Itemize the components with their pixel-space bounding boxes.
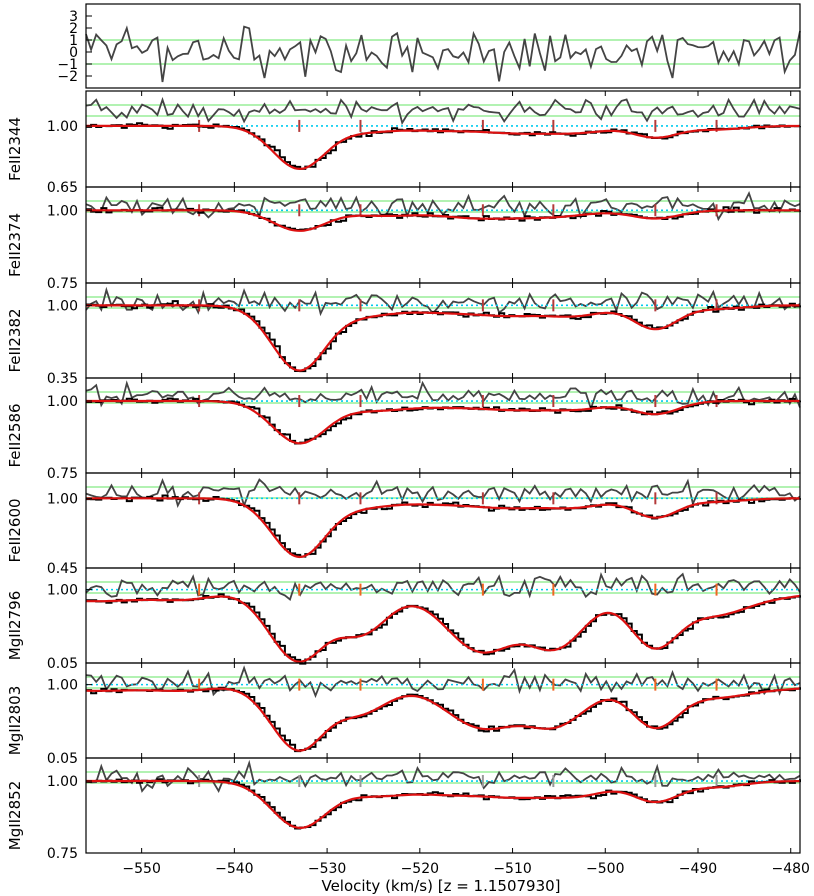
residual-y-tick-label: 1 <box>69 33 78 49</box>
model-fit <box>86 209 800 232</box>
observed-spectrum <box>86 300 801 373</box>
panel-y-tick-label: 1.00 <box>47 583 78 599</box>
panel-residual-series <box>85 665 801 699</box>
panel-FeII2586: 1.00 0.75 FeII2586 <box>6 377 801 482</box>
panel-label: FeII2586 <box>6 403 24 467</box>
panel-residual-series <box>85 96 801 126</box>
panel-FeII2374: 1.00 0.75 FeII2374 <box>6 186 801 292</box>
panel-residual-series <box>85 759 801 794</box>
panel-residual-series <box>85 286 801 317</box>
panel-y-tick-label: 0.05 <box>47 751 78 767</box>
model-fit <box>85 594 801 663</box>
x-tick-label: −490 <box>679 861 717 877</box>
panel-MgII2803: 1.00 0.05 MgII2803 <box>6 662 801 767</box>
x-tick-label: −550 <box>122 861 160 877</box>
panel-y-tick-label: 0.75 <box>47 466 78 482</box>
observed-spectrum <box>86 593 801 665</box>
panel-y-tick-label: 1.00 <box>47 774 78 790</box>
residual-series <box>85 25 801 83</box>
model-fit <box>86 124 801 171</box>
residual-y-tick-label: −2 <box>57 69 78 85</box>
residual-frame <box>85 3 801 89</box>
x-tick-label: −480 <box>772 861 810 877</box>
x-axis: Velocity (km/s) [z = 1.1507930] −550 −540… <box>122 861 810 895</box>
panel-label: FeII2382 <box>6 308 24 372</box>
model-fit <box>86 779 800 829</box>
panel-y-tick-label: 0.65 <box>47 180 78 196</box>
panel-FeII2382: 1.00 0.35 FeII2382 <box>6 282 801 387</box>
model-fit <box>85 687 801 752</box>
model-fit <box>86 304 800 372</box>
panel-label: MgII2803 <box>6 686 24 756</box>
panel-y-tick-label: 1.00 <box>47 119 78 135</box>
panel-y-tick-label: 1.00 <box>47 394 78 410</box>
panel-label: MgII2852 <box>6 781 24 851</box>
panel-residual-series <box>85 478 801 509</box>
panel-y-tick-label: 0.35 <box>47 371 78 387</box>
panel-residual-series <box>85 571 801 602</box>
x-tick-label: −510 <box>493 861 531 877</box>
x-tick-label: −500 <box>586 861 624 877</box>
panel-y-tick-label: 0.45 <box>47 561 78 577</box>
panel-label: FeII2344 <box>6 117 24 181</box>
model-fit <box>86 399 800 445</box>
panel-y-tick-label: 1.00 <box>47 203 78 219</box>
panel-y-tick-label: 0.75 <box>47 276 78 292</box>
residual-y-tick-label: 2 <box>69 21 78 37</box>
panel-MgII2852: 1.00 0.75 MgII2852 <box>6 757 801 862</box>
panel-label: MgII2796 <box>6 591 24 661</box>
panel-y-tick-label: 1.00 <box>47 298 78 314</box>
x-tick-label: −520 <box>401 861 439 877</box>
panel-y-tick-label: 0.05 <box>47 656 78 672</box>
panel-y-tick-label: 1.00 <box>47 678 78 694</box>
panel-FeII2344: 1.00 0.65 FeII2344 <box>6 90 801 196</box>
x-axis-label: Velocity (km/s) [z = 1.1507930] <box>321 877 560 895</box>
x-tick-label: −530 <box>308 861 346 877</box>
x-tick-label: −540 <box>215 861 253 877</box>
residual-y-tick-label: −1 <box>57 57 78 73</box>
panel-y-tick-label: 1.00 <box>47 491 78 507</box>
residual-y-tick-label: 0 <box>69 45 78 61</box>
residual-y-tick-label: 3 <box>69 9 78 25</box>
panel-y-tick-label: 0.75 <box>47 846 78 862</box>
observed-spectrum <box>86 778 801 830</box>
panel-label: FeII2600 <box>6 498 24 562</box>
panel-MgII2796: 1.00 0.05 MgII2796 <box>6 567 801 672</box>
line-panels: 1.00 0.65 FeII2344 1.00 0.75 FeII2374 1.00 0.35… <box>6 90 801 862</box>
panel-frame <box>85 757 801 854</box>
observed-spectrum <box>86 686 801 753</box>
panel-label: FeII2374 <box>6 213 24 277</box>
panel-FeII2600: 1.00 0.45 FeII2600 <box>6 472 801 577</box>
model-fit <box>86 497 800 559</box>
